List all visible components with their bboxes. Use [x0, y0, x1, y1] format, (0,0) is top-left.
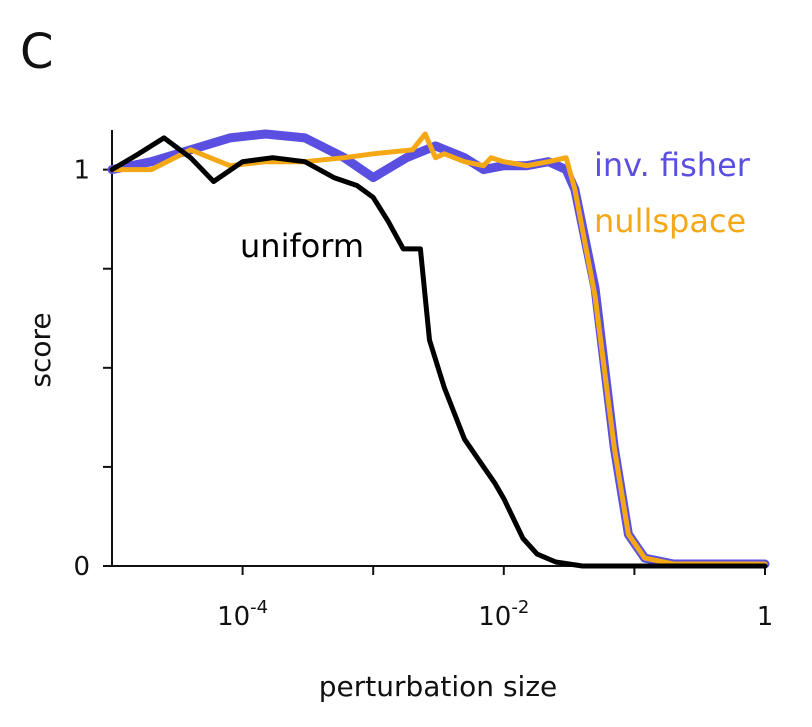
panel-letter: C	[20, 24, 54, 80]
series-labels: inv. fisher nullspace uniform	[240, 146, 751, 265]
series-lines	[107, 129, 770, 569]
y-tick-label: 0	[73, 552, 90, 582]
x-tick-label: 10-2	[478, 597, 529, 632]
series-label: uniform	[240, 227, 364, 265]
x-axis-title: perturbation size	[319, 670, 558, 703]
series-label: inv. fisher	[594, 146, 751, 184]
x-ticks: 10-4 10-2 1	[217, 566, 773, 632]
series-line-nullspace	[109, 131, 768, 567]
y-axis-title: score	[24, 312, 57, 387]
y-ticks: 01	[73, 156, 112, 582]
y-tick-label: 1	[73, 156, 90, 186]
axes	[111, 130, 765, 567]
x-tick-label: 10-4	[217, 597, 268, 632]
x-tick-label: 1	[757, 602, 774, 632]
series-line-uniform	[109, 135, 768, 569]
series-label: nullspace	[594, 202, 746, 240]
series-line-inv-fisher	[107, 129, 770, 569]
